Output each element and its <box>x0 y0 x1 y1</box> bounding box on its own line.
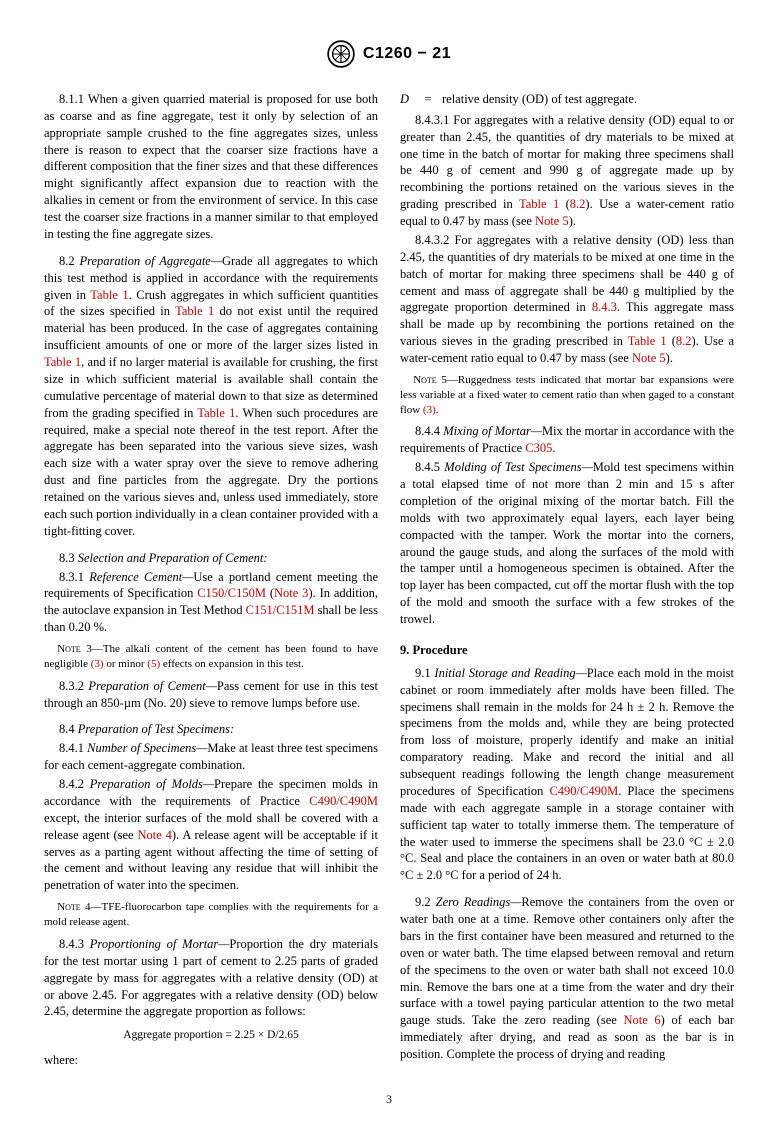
para-8.4.3.1: 8.4.3.1 For aggregates with a relative d… <box>400 112 734 230</box>
note-5: Note 5—Ruggedness tests indicated that m… <box>400 373 734 418</box>
ref-c305[interactable]: C305 <box>525 441 552 455</box>
ref-note-3[interactable]: Note 3 <box>274 586 308 600</box>
ref-table-1[interactable]: Table 1 <box>175 304 214 318</box>
para-8.4.1: 8.4.1 Number of Specimens—Make at least … <box>44 740 378 774</box>
ref-table-1[interactable]: Table 1 <box>519 197 559 211</box>
para-8.4.4: 8.4.4 Mixing of Mortar—Mix the mortar in… <box>400 423 734 457</box>
ref-c150[interactable]: C150/C150M <box>197 586 266 600</box>
ref-note-4[interactable]: Note 4 <box>137 828 171 842</box>
section-9-heading: 9. Procedure <box>400 642 734 659</box>
ref-table-1[interactable]: Table 1 <box>628 334 667 348</box>
ref-table-1[interactable]: Table 1 <box>197 406 235 420</box>
body-columns: 8.1.1 When a given quarried material is … <box>44 91 734 1069</box>
ref-c490[interactable]: C490/C490M <box>309 794 378 808</box>
para-9.1: 9.1 Initial Storage and Reading—Place ea… <box>400 665 734 884</box>
astm-logo <box>327 40 355 68</box>
para-8.2: 8.2 Preparation of Aggregate—Grade all a… <box>44 253 378 540</box>
ref-5[interactable]: (5) <box>147 658 160 670</box>
note-3: Note 3—The alkali content of the cement … <box>44 642 378 672</box>
designation: C1260 − 21 <box>363 43 451 65</box>
para-8.3.1: 8.3.1 Reference Cement—Use a portland ce… <box>44 569 378 637</box>
para-8.3.2: 8.3.2 Preparation of Cement—Pass cement … <box>44 678 378 712</box>
para-8.3: 8.3 Selection and Preparation of Cement: <box>44 550 378 567</box>
ref-8.2[interactable]: 8.2 <box>570 197 586 211</box>
para-8.4.3.2: 8.4.3.2 For aggregates with a relative d… <box>400 232 734 367</box>
ref-3[interactable]: (3) <box>423 404 436 416</box>
ref-table-1[interactable]: Table 1 <box>90 288 128 302</box>
where-line-D: D=relative density (OD) of test aggregat… <box>400 91 734 108</box>
ref-table-1[interactable]: Table 1 <box>44 355 81 369</box>
formula-aggregate-proportion: Aggregate proportion = 2.25 × D/2.65 <box>44 1028 378 1044</box>
para-8.4.2: 8.4.2 Preparation of Molds—Prepare the s… <box>44 776 378 894</box>
ref-3[interactable]: (3) <box>91 658 104 670</box>
para-8.4.3: 8.4.3 Proportioning of Mortar—Proportion… <box>44 936 378 1020</box>
para-8.4: 8.4 Preparation of Test Specimens: <box>44 721 378 738</box>
ref-8.2[interactable]: 8.2 <box>676 334 692 348</box>
ref-8.4.3[interactable]: 8.4.3 <box>592 300 617 314</box>
para-8.1.1: 8.1.1 When a given quarried material is … <box>44 91 378 243</box>
para-8.4.5: 8.4.5 Molding of Test Specimens—Mold tes… <box>400 459 734 628</box>
ref-note-6[interactable]: Note 6 <box>623 1013 660 1027</box>
ref-note-5[interactable]: Note 5 <box>632 351 666 365</box>
page-header: C1260 − 21 <box>44 40 734 73</box>
page-number: 3 <box>44 1091 734 1107</box>
ref-c151[interactable]: C151/C151M <box>246 603 315 617</box>
note-4: Note 4—TFE-fluorocarbon tape complies wi… <box>44 900 378 930</box>
ref-c490[interactable]: C490/C490M <box>549 784 618 798</box>
para-9.2: 9.2 Zero Readings—Remove the containers … <box>400 894 734 1063</box>
ref-note-5[interactable]: Note 5 <box>535 214 569 228</box>
